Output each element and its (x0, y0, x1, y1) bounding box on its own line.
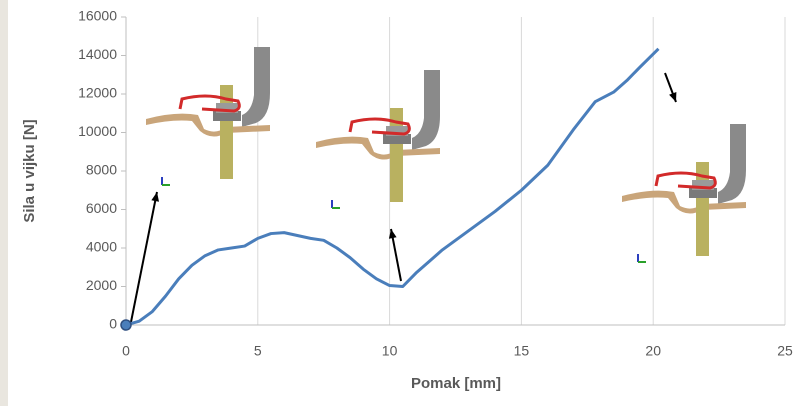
x-tick-label: 0 (122, 343, 130, 359)
x-tick-label: 25 (777, 343, 793, 359)
x-tick-label: 15 (514, 343, 530, 359)
y-tick-label: 12000 (78, 85, 117, 101)
y-tick-label: 10000 (78, 123, 117, 139)
x-axis-title: Pomak [mm] (411, 375, 501, 392)
y-tick-label: 4000 (86, 239, 117, 255)
y-tick-label: 14000 (78, 46, 117, 62)
y-tick-label: 0 (109, 316, 117, 332)
y-tick-label: 2000 (86, 277, 117, 293)
chart: Pomak [mm] Sila u vijku [N] 0 5 10 15 20 25 0 2… (0, 0, 809, 406)
x-tick-label: 10 (382, 343, 398, 359)
y-tick-label: 8000 (86, 162, 117, 178)
x-tick-label: 20 (645, 343, 661, 359)
border-strip (0, 0, 8, 406)
y-axis-title: Sila u vijku [N] (21, 119, 38, 222)
y-tick-label: 6000 (86, 200, 117, 216)
start-marker (121, 320, 131, 330)
y-tick-label: 16000 (78, 8, 117, 24)
x-tick-label: 5 (254, 343, 262, 359)
